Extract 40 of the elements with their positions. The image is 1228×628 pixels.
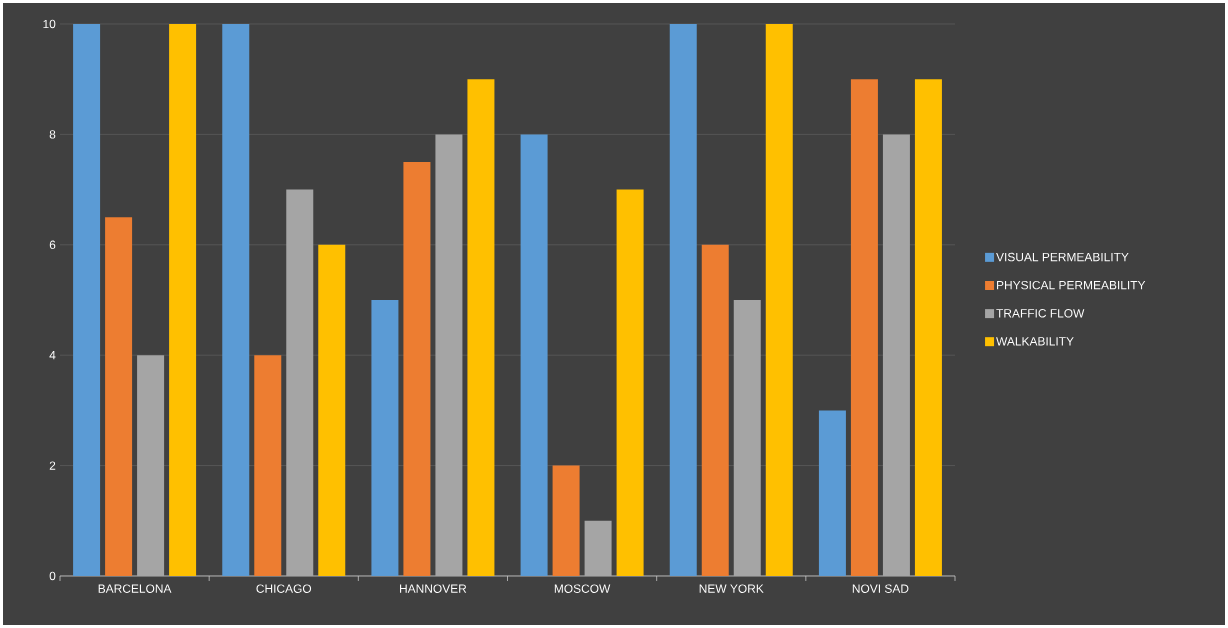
bar bbox=[616, 189, 644, 576]
y-tick-label: 6 bbox=[49, 240, 56, 250]
bar bbox=[584, 520, 612, 576]
y-tick-label: 10 bbox=[43, 19, 56, 29]
bar bbox=[137, 355, 165, 576]
bar bbox=[669, 23, 697, 576]
bar bbox=[286, 189, 314, 576]
x-tick-label: CHICAGO bbox=[256, 584, 312, 593]
bar bbox=[733, 299, 761, 576]
legend-label: PHYSICAL PERMEABILITY bbox=[997, 280, 1146, 290]
legend-label: TRAFFIC FLOW bbox=[996, 309, 1085, 318]
bar bbox=[371, 299, 399, 576]
y-tick-label: 0 bbox=[49, 571, 56, 581]
x-tick-label: NOVI SAD bbox=[852, 584, 909, 593]
x-tick-label: HANNOVER bbox=[400, 584, 467, 593]
bar bbox=[850, 79, 878, 576]
legend-label: VISUAL PERMEABILITY bbox=[996, 252, 1129, 262]
y-tick-label: 8 bbox=[49, 130, 56, 139]
bar bbox=[254, 355, 282, 576]
y-tick-label: 2 bbox=[49, 461, 56, 470]
x-tick-label: MOSCOW bbox=[554, 584, 611, 593]
bar bbox=[169, 23, 197, 576]
legend-label: WALKABILITY bbox=[996, 337, 1074, 346]
x-tick-label: NEW YORK bbox=[699, 584, 764, 593]
y-tick-label: 4 bbox=[49, 351, 56, 360]
bar bbox=[552, 465, 580, 576]
bar bbox=[765, 23, 793, 576]
bar bbox=[73, 23, 101, 576]
bar bbox=[818, 410, 846, 576]
bar bbox=[520, 134, 548, 576]
bar bbox=[318, 244, 346, 576]
bar bbox=[914, 79, 942, 576]
bar bbox=[403, 161, 431, 576]
bar bbox=[435, 134, 463, 576]
bar bbox=[105, 217, 133, 576]
bar bbox=[882, 134, 910, 576]
x-tick-label: BARCELONA bbox=[98, 584, 172, 593]
bar bbox=[701, 244, 729, 576]
bar bbox=[467, 79, 495, 576]
bar bbox=[222, 23, 250, 576]
